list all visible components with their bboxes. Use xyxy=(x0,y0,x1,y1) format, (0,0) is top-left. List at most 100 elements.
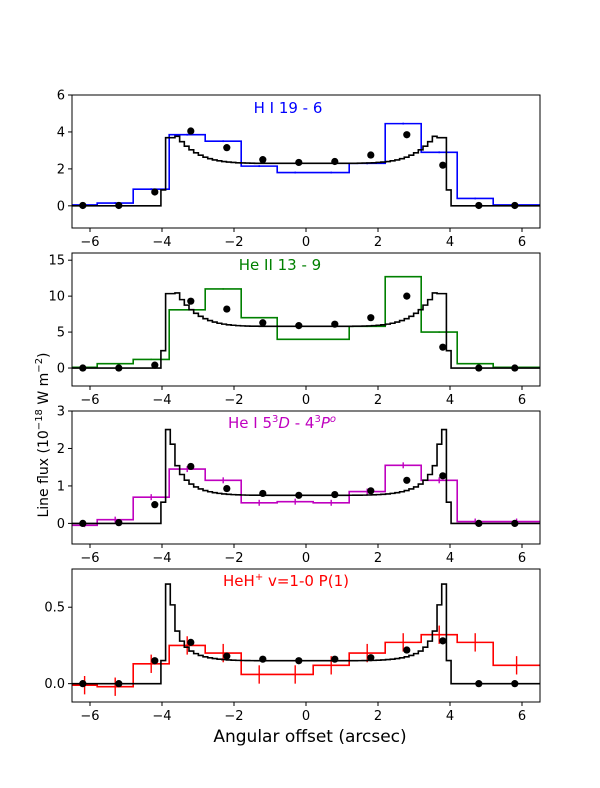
data-point xyxy=(331,490,339,499)
data-point xyxy=(439,161,447,169)
data-point xyxy=(295,657,303,665)
x-tick-label: −4 xyxy=(152,393,171,408)
data-point xyxy=(223,144,231,152)
data-point xyxy=(475,519,483,527)
x-tick-label: 4 xyxy=(446,551,454,566)
y-tick-label: 6 xyxy=(57,89,65,104)
model-step-line xyxy=(72,428,540,525)
x-tick-label: 6 xyxy=(518,551,526,566)
data-point xyxy=(151,361,159,369)
y-tick-label: 5 xyxy=(57,326,65,341)
data-point xyxy=(259,156,267,164)
x-tick-label: −2 xyxy=(224,709,243,724)
data-point xyxy=(79,201,87,210)
panel-2: −6 −4 −2 0 2 4 6 0 5 10 15 xyxy=(48,252,541,408)
data-point xyxy=(259,319,267,327)
x-axis-label: Angular offset (arcsec) xyxy=(213,727,406,747)
y-tick-label: 0 xyxy=(57,517,65,532)
data-point xyxy=(367,487,375,495)
data-point xyxy=(223,305,231,313)
x-tick-label: 6 xyxy=(518,235,526,250)
data-point xyxy=(439,472,447,480)
observed-step-line xyxy=(72,633,540,688)
x-tick-label: 4 xyxy=(446,393,454,408)
data-point xyxy=(295,322,303,330)
x-tick-label: −6 xyxy=(80,551,99,566)
panel-3-title: He I 53D - 43Po xyxy=(228,414,336,432)
data-point xyxy=(511,201,519,210)
data-point xyxy=(115,364,123,372)
panel-3-plot-area xyxy=(72,428,540,528)
panel-2-title: He II 13 - 9 xyxy=(239,256,321,274)
x-tick-label: 6 xyxy=(518,393,526,408)
y-tick-label: 15 xyxy=(48,254,65,269)
data-point xyxy=(187,462,195,471)
data-point xyxy=(439,637,447,645)
x-tick-label: 0 xyxy=(302,393,310,408)
y-tick-label: 0 xyxy=(57,362,65,377)
x-tick-label: −6 xyxy=(80,393,99,408)
panel-4: −6 −4 −2 0 2 4 6 0.0 0.5 xyxy=(44,568,541,724)
model-step-line xyxy=(72,583,540,685)
data-point xyxy=(331,655,339,663)
panel-1: −6 −4 −2 0 2 4 6 0 2 4 6 xyxy=(57,89,541,250)
data-point xyxy=(331,157,339,166)
data-point xyxy=(403,131,411,139)
x-tick-label: 2 xyxy=(374,393,382,408)
observed-step-line xyxy=(72,275,540,369)
data-point xyxy=(475,201,483,210)
x-tick-label: 4 xyxy=(446,709,454,724)
data-point xyxy=(367,654,375,662)
data-point xyxy=(115,201,123,210)
y-tick-label: 0.5 xyxy=(44,601,65,616)
x-tick-label: 2 xyxy=(374,551,382,566)
data-point xyxy=(511,519,519,527)
data-point xyxy=(403,646,411,654)
x-tick-label: 2 xyxy=(374,235,382,250)
data-point xyxy=(223,484,231,493)
data-point xyxy=(79,680,87,688)
data-point xyxy=(295,491,303,499)
data-point xyxy=(187,127,195,135)
model-step-line xyxy=(72,292,540,369)
data-point xyxy=(187,297,195,305)
data-point xyxy=(79,519,87,527)
x-tick-label: 4 xyxy=(446,235,454,250)
panel-1-title: H I 19 - 6 xyxy=(254,99,323,117)
panel-2-plot-area xyxy=(72,275,540,372)
y-tick-label: 1 xyxy=(57,479,65,494)
x-tick-label: −6 xyxy=(80,235,99,250)
data-point xyxy=(115,519,123,527)
x-tick-label: 0 xyxy=(302,551,310,566)
y-tick-label: 0 xyxy=(57,199,65,214)
data-point xyxy=(259,489,267,498)
data-point xyxy=(187,638,195,646)
panel-4-title: HeH+ v=1-0 P(1) xyxy=(223,572,349,590)
data-point xyxy=(511,680,519,688)
data-point xyxy=(115,680,123,688)
data-point xyxy=(367,151,375,159)
x-tick-label: 6 xyxy=(518,709,526,724)
x-tick-label: 0 xyxy=(302,709,310,724)
data-point xyxy=(475,364,483,372)
x-tick-label: −2 xyxy=(224,393,243,408)
x-tick-label: −4 xyxy=(152,235,171,250)
y-tick-label: 0.0 xyxy=(44,677,65,692)
panel-3: −6 −4 −2 0 2 4 6 0 1 2 3 xyxy=(57,405,541,566)
model-step-line xyxy=(72,135,540,207)
data-point xyxy=(367,314,375,322)
data-point xyxy=(439,343,447,351)
y-tick-label: 4 xyxy=(57,125,65,140)
data-point xyxy=(223,652,231,660)
panel-1-plot-area xyxy=(72,122,540,210)
data-point xyxy=(259,655,267,663)
data-point xyxy=(475,680,483,688)
x-tick-label: −4 xyxy=(152,709,171,724)
x-tick-label: −6 xyxy=(80,709,99,724)
x-tick-label: −4 xyxy=(152,551,171,566)
x-tick-label: 2 xyxy=(374,709,382,724)
observed-step-line xyxy=(72,464,540,527)
y-axis-label: Line flux (10−18 W m−2) xyxy=(34,352,52,517)
x-tick-label: 0 xyxy=(302,235,310,250)
data-point xyxy=(151,188,159,196)
